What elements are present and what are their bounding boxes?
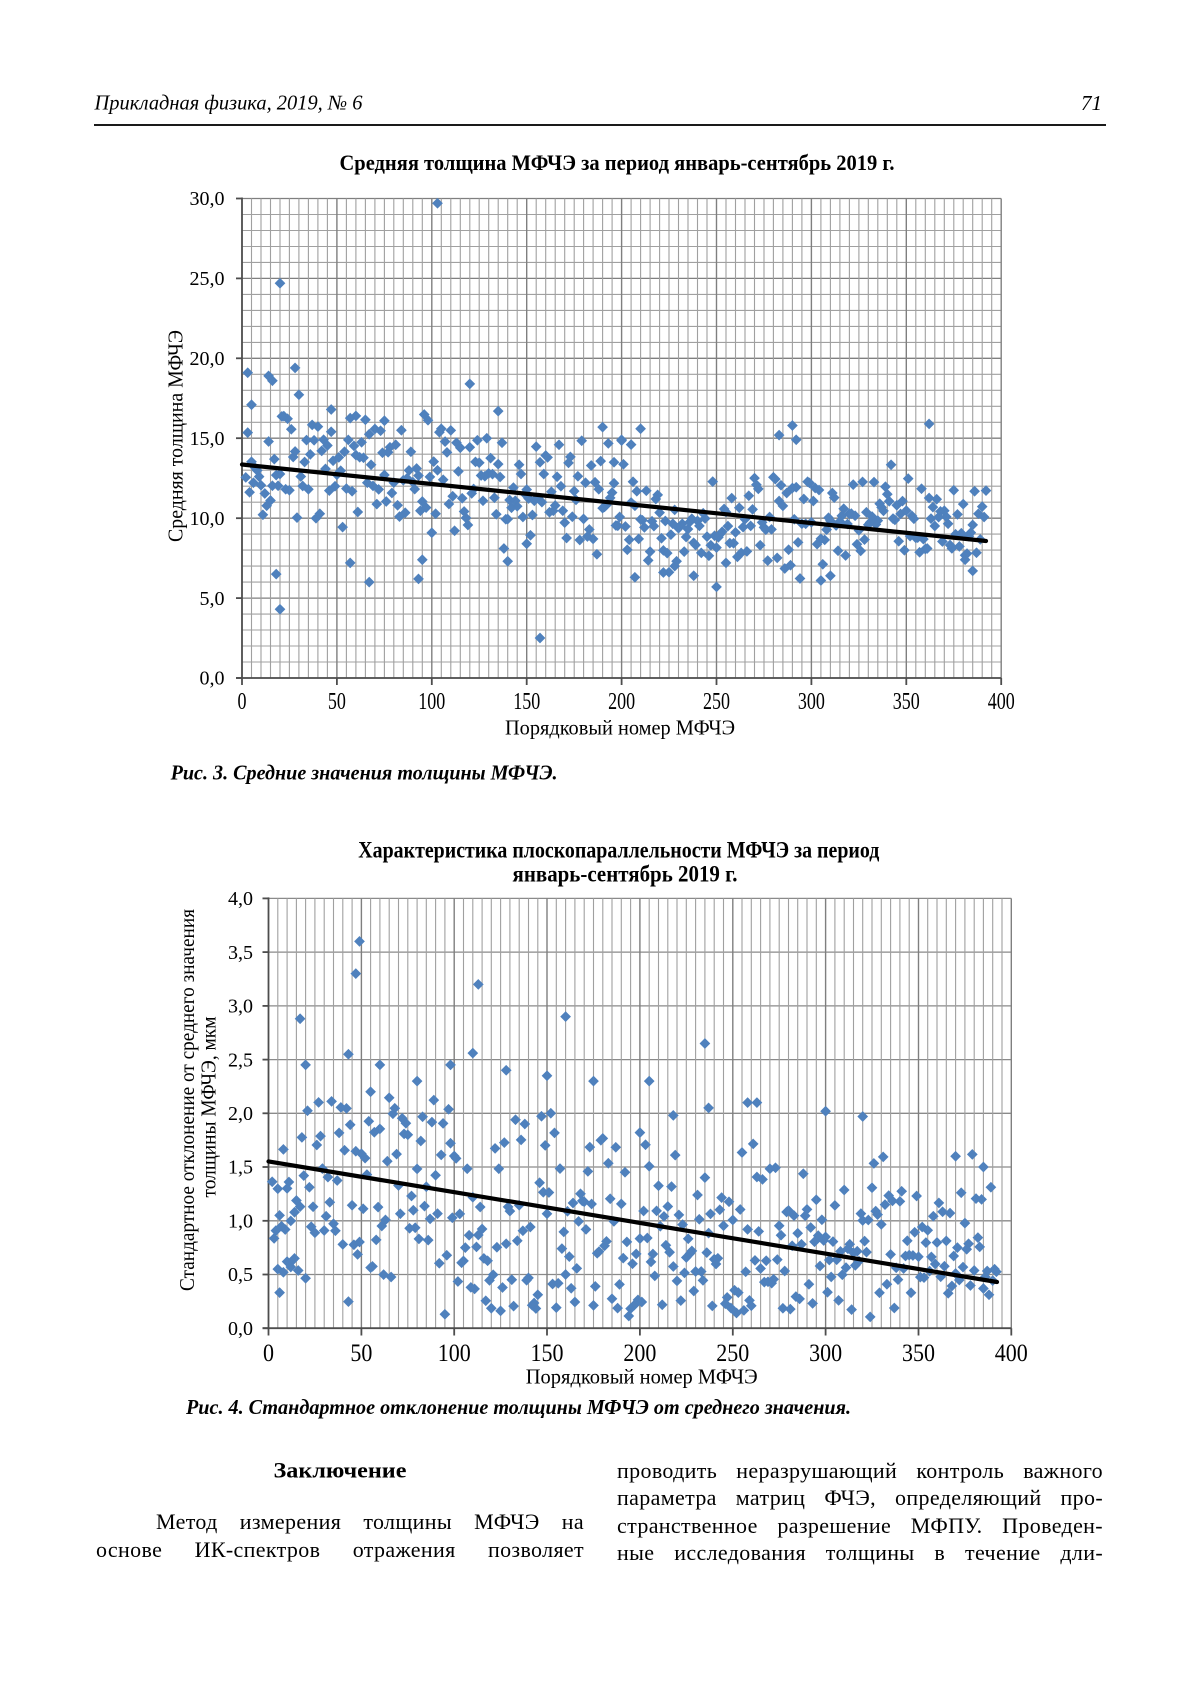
svg-text:0,5: 0,5 bbox=[228, 1264, 253, 1286]
svg-text:Рис. 4. Стандартное отклонение: Рис. 4. Стандартное отклонение толщины М… bbox=[185, 1395, 851, 1419]
svg-text:150: 150 bbox=[513, 689, 540, 715]
svg-text:20,0: 20,0 bbox=[190, 348, 225, 370]
svg-text:25,0: 25,0 bbox=[190, 268, 225, 290]
svg-text:200: 200 bbox=[608, 689, 635, 715]
svg-text:100: 100 bbox=[438, 1340, 471, 1367]
svg-text:350: 350 bbox=[893, 689, 920, 715]
svg-text:1,5: 1,5 bbox=[228, 1157, 253, 1179]
svg-text:300: 300 bbox=[809, 1340, 842, 1367]
svg-text:0: 0 bbox=[263, 1340, 274, 1367]
svg-text:50: 50 bbox=[350, 1340, 372, 1367]
svg-text:50: 50 bbox=[328, 689, 346, 715]
svg-text:2,0: 2,0 bbox=[228, 1103, 253, 1125]
svg-text:Стандартное отклонение от сред: Стандартное отклонение от среднего значе… bbox=[175, 909, 199, 1291]
svg-text:100: 100 bbox=[418, 689, 445, 715]
svg-text:Порядковый номер МФЧЭ: Порядковый номер МФЧЭ bbox=[526, 1364, 758, 1388]
svg-text:Характеристика плоскопараллель: Характеристика плоскопараллельности МФЧЭ… bbox=[358, 837, 879, 862]
svg-text:4,0: 4,0 bbox=[228, 888, 253, 910]
svg-text:400: 400 bbox=[988, 689, 1015, 715]
svg-text:400: 400 bbox=[995, 1340, 1028, 1367]
svg-text:300: 300 bbox=[798, 689, 825, 715]
svg-text:Средняя толщина МФЧЭ за период: Средняя толщина МФЧЭ за период январь-се… bbox=[340, 150, 895, 175]
svg-text:0,0: 0,0 bbox=[228, 1318, 253, 1340]
svg-text:350: 350 bbox=[902, 1340, 935, 1367]
svg-text:15,0: 15,0 bbox=[190, 428, 225, 450]
svg-text:0,0: 0,0 bbox=[200, 668, 225, 690]
svg-text:толщины МФЧЭ, мкм: толщины МФЧЭ, мкм bbox=[197, 1017, 221, 1198]
svg-text:1,0: 1,0 bbox=[228, 1211, 253, 1233]
svg-text:Заключение: Заключение bbox=[274, 1457, 407, 1482]
svg-text:2,5: 2,5 bbox=[228, 1049, 253, 1071]
svg-text:10,0: 10,0 bbox=[190, 508, 225, 530]
svg-text:0: 0 bbox=[238, 689, 247, 715]
svg-text:3,0: 3,0 bbox=[228, 996, 253, 1018]
svg-text:Порядковый номер МФЧЭ: Порядковый номер МФЧЭ bbox=[505, 716, 735, 740]
svg-text:150: 150 bbox=[531, 1340, 564, 1367]
svg-text:3,5: 3,5 bbox=[228, 942, 253, 964]
svg-text:Прикладная физика, 2019, № 6: Прикладная физика, 2019, № 6 bbox=[94, 91, 363, 115]
svg-text:200: 200 bbox=[623, 1340, 656, 1367]
svg-text:250: 250 bbox=[703, 689, 730, 715]
svg-text:71: 71 bbox=[1081, 91, 1102, 115]
svg-text:250: 250 bbox=[716, 1340, 749, 1367]
svg-text:Рис. 3. Средние значения толщи: Рис. 3. Средние значения толщины МФЧЭ. bbox=[170, 760, 558, 784]
svg-text:5,0: 5,0 bbox=[200, 588, 225, 610]
svg-text:Средняя толщина МФЧЭ: Средняя толщина МФЧЭ bbox=[164, 330, 188, 542]
svg-text:январь-сентябрь 2019 г.: январь-сентябрь 2019 г. bbox=[513, 862, 738, 887]
svg-text:30,0: 30,0 bbox=[190, 188, 225, 210]
